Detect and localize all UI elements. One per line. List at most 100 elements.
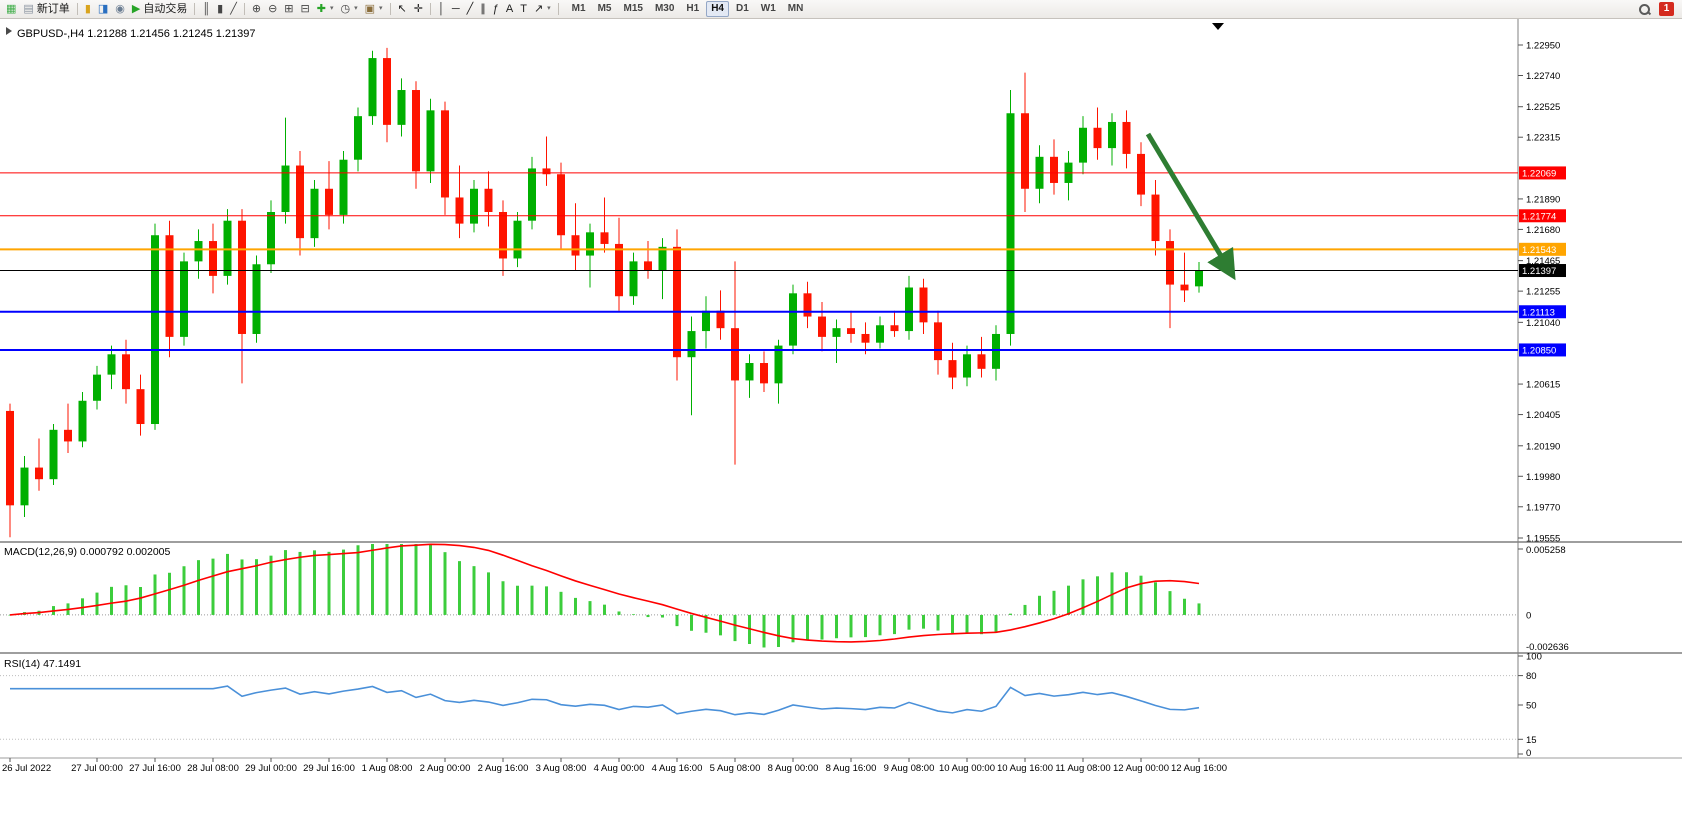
macd-histogram-bar — [1081, 579, 1085, 615]
market-watch-button[interactable]: ▮ — [82, 1, 94, 17]
trendline-button[interactable]: ╱ — [464, 1, 477, 17]
bull-candle — [310, 188, 319, 239]
bear-candle — [644, 261, 652, 271]
macd-histogram-bar — [1009, 613, 1012, 615]
macd-histogram-bar — [226, 553, 229, 615]
arrows-button[interactable]: ↗ ▾ — [531, 1, 554, 17]
notifications-badge[interactable]: 1 — [1659, 2, 1674, 16]
text-label-button[interactable]: T — [517, 1, 530, 17]
macd-histogram-bar — [95, 592, 99, 615]
macd-histogram-bar — [1125, 572, 1128, 615]
time-label: 5 Aug 08:00 — [710, 763, 761, 774]
price-tick-label: 1.19980 — [1526, 472, 1560, 483]
timeframe-button-h4[interactable]: H4 — [706, 1, 729, 17]
bear-candle — [760, 363, 768, 384]
one-click-trading-expand-icon[interactable] — [6, 27, 12, 35]
templates-button[interactable]: ▣ ▾ — [362, 1, 386, 17]
zoom-out-button[interactable]: ⊖ — [265, 1, 280, 17]
chart-shift-marker[interactable] — [1212, 23, 1224, 30]
fibonacci-button[interactable]: ƒ — [490, 1, 502, 17]
vertical-line-icon: │ — [437, 3, 445, 15]
bear-candle — [6, 410, 14, 506]
bear-candle — [1122, 121, 1131, 154]
auto-arrange-button[interactable]: ⊟ — [298, 1, 313, 17]
price-scale-area[interactable] — [1518, 19, 1682, 758]
horizontal-line-button[interactable]: ─ — [449, 1, 463, 17]
bear-candle — [818, 316, 826, 337]
timeframe-button-m30[interactable]: M30 — [654, 3, 675, 14]
text-button[interactable]: A — [503, 1, 516, 17]
cursor-button[interactable]: ↖ — [395, 1, 410, 17]
bear-candle — [165, 235, 174, 337]
time-label: 2 Aug 00:00 — [420, 763, 471, 774]
macd-histogram-bar — [458, 561, 461, 615]
bull-candle — [151, 235, 159, 425]
new-chart-button[interactable]: ▦ — [3, 1, 19, 17]
macd-histogram-bar — [1168, 591, 1172, 615]
price-tick-label: 1.21680 — [1526, 225, 1560, 236]
zoom-in-button[interactable]: ⊕ — [249, 1, 264, 17]
bull-candle — [93, 374, 101, 401]
macd-histogram-bar — [168, 572, 171, 615]
channel-button[interactable]: ∥ — [477, 1, 489, 17]
time-label: 4 Aug 16:00 — [652, 763, 703, 774]
bear-candle — [484, 188, 493, 212]
periods-button[interactable]: ◷ ▾ — [337, 1, 360, 17]
timeframe-button-m1[interactable]: M1 — [571, 3, 586, 14]
timeframe-button-m15[interactable]: M15 — [623, 3, 643, 14]
timeframe-button-d1[interactable]: D1 — [735, 3, 749, 14]
clock-icon: ◷ — [340, 3, 351, 15]
text-icon: A — [505, 3, 514, 15]
timeframe-button-mn[interactable]: MN — [787, 3, 804, 14]
ohlc-bars-icon: ║ — [202, 3, 211, 15]
macd-histogram-bar — [878, 614, 882, 636]
macd-histogram-bar — [139, 587, 142, 615]
candlestick-chart-icon: ▦ — [6, 3, 17, 15]
search-icon[interactable] — [1638, 3, 1651, 16]
timeframe-button-m5[interactable]: M5 — [597, 3, 612, 14]
timeframe-button-w1[interactable]: W1 — [760, 3, 776, 14]
macd-histogram-bar — [110, 586, 113, 615]
data-window-button[interactable]: ◨ — [95, 1, 111, 17]
macd-histogram-bar — [182, 566, 186, 615]
bear-candle — [861, 333, 870, 343]
macd-histogram-bar — [414, 544, 418, 615]
indicators-button[interactable]: ✚ ▾ — [314, 1, 337, 17]
macd-histogram-bar — [1038, 595, 1041, 615]
time-label: 12 Aug 00:00 — [1113, 763, 1169, 774]
bull-candle — [586, 232, 594, 256]
crosshair-button[interactable]: ✛ — [411, 1, 426, 17]
macd-histogram-bar — [1023, 604, 1027, 615]
vertical-line-button[interactable]: │ — [435, 1, 448, 17]
rsi-scale-label: 15 — [1526, 735, 1537, 746]
bull-candle — [339, 159, 348, 215]
trend-arrow-annotation[interactable] — [1145, 132, 1236, 281]
time-scale-area[interactable] — [0, 758, 1682, 780]
zoom-in-icon: ⊕ — [251, 3, 262, 15]
bear-candle — [136, 389, 145, 425]
bear-candle — [122, 354, 130, 390]
macd-histogram-bar — [806, 614, 809, 641]
history-center-icon: ◉ — [115, 3, 125, 15]
chart-plot-area[interactable] — [0, 19, 1518, 758]
bull-candle — [267, 211, 275, 265]
macd-label: MACD(12,26,9) 0.000792 0.002005 — [4, 546, 171, 558]
timeframe-button-h1[interactable]: H1 — [686, 3, 700, 14]
bear-candle — [934, 322, 942, 361]
history-center-button[interactable]: ◉ — [112, 1, 128, 17]
bar-chart-type-button[interactable]: ║ — [199, 1, 213, 17]
zoom-out-icon: ⊖ — [268, 3, 278, 15]
macd-histogram-bar — [936, 614, 940, 631]
toolbar-separator — [557, 3, 559, 15]
price-tick-label: 1.19770 — [1526, 502, 1560, 513]
macd-histogram-bar — [791, 614, 795, 643]
price-tick-label: 1.21040 — [1526, 318, 1560, 329]
price-tag-label: 1.21774 — [1522, 211, 1556, 222]
line-chart-type-button[interactable]: ╱ — [227, 1, 240, 17]
tile-windows-button[interactable]: ⊞ — [281, 1, 296, 17]
horizontal-line-icon: ─ — [451, 3, 460, 15]
new-order-button[interactable]: ▤ 新订单 — [20, 1, 72, 17]
candlestick-type-button[interactable]: ▮ — [214, 1, 226, 17]
autotrading-button[interactable]: ▶ 自动交易 — [129, 1, 190, 17]
